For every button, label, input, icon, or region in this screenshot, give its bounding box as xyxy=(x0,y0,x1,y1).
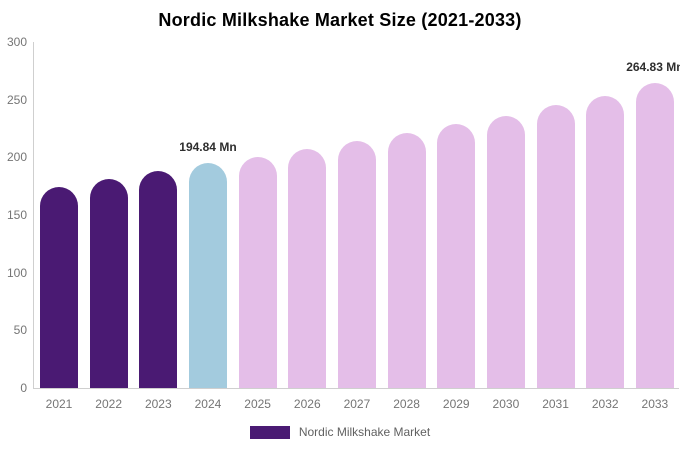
x-tick-label-2033: 2033 xyxy=(641,397,669,411)
bar-column-2022 xyxy=(89,42,128,388)
y-tick-label: 0 xyxy=(20,381,27,395)
bar-column-2026 xyxy=(288,42,327,388)
bar-2025 xyxy=(238,157,277,388)
bar-column-2027 xyxy=(337,42,376,388)
bars-container: 194.84 Mn 264.83 Mn xyxy=(34,42,680,388)
x-tick-label-2023: 2023 xyxy=(144,397,172,411)
x-tick-label-2025: 2025 xyxy=(244,397,271,411)
legend-label: Nordic Milkshake Market xyxy=(298,425,431,439)
y-tick-label: 200 xyxy=(6,150,27,165)
legend: Nordic Milkshake Market xyxy=(0,425,680,439)
chart-title: Nordic Milkshake Market Size (2021-2033) xyxy=(158,10,522,30)
bar-2021 xyxy=(40,187,78,388)
x-tick-label-2032: 2032 xyxy=(591,397,619,411)
bar-2032 xyxy=(586,96,625,388)
x-tick-label-2022: 2022 xyxy=(95,397,122,411)
y-tick-label: 50 xyxy=(13,323,27,338)
bar-2022 xyxy=(89,179,128,388)
bar-column-2024: 194.84 Mn xyxy=(179,42,237,388)
x-tick-label-2027: 2027 xyxy=(343,397,371,411)
y-tick-label: 150 xyxy=(6,208,27,222)
bar-column-2031 xyxy=(536,42,575,388)
plot-area: 194.84 Mn 264.83 Mn xyxy=(33,42,680,389)
x-tick-label-2021: 2021 xyxy=(45,397,73,411)
x-tick-label-2029: 2029 xyxy=(442,397,470,411)
y-tick-label: 250 xyxy=(6,92,27,107)
bar-2029 xyxy=(437,123,476,388)
y-tick-label: 100 xyxy=(6,265,27,280)
bar-2031 xyxy=(536,105,575,388)
bar-2023 xyxy=(139,171,178,388)
bar-2024 xyxy=(188,163,227,388)
x-tick-label-2031: 2031 xyxy=(542,397,569,411)
bar-column-2030 xyxy=(486,42,525,388)
bar-column-2029 xyxy=(437,42,476,388)
bar-2028 xyxy=(387,133,426,388)
bar-column-2033: 264.83 Mn xyxy=(626,42,680,388)
x-axis: 2021 2022 2023 2024 2025 2026 2027 2028 2029 2030… xyxy=(33,397,679,411)
bar-column-2032 xyxy=(586,42,625,388)
y-tick-label: 300 xyxy=(6,35,27,49)
bar-2033 xyxy=(635,82,674,388)
data-label-2024: 194.84 Mn xyxy=(179,140,237,155)
bar-2027 xyxy=(337,141,376,388)
legend-swatch xyxy=(249,425,290,439)
x-tick-label-2030: 2030 xyxy=(492,397,520,411)
x-tick-label-2028: 2028 xyxy=(393,397,420,411)
bar-column-2028 xyxy=(387,42,426,388)
x-tick-label-2026: 2026 xyxy=(293,397,321,411)
bar-column-2021 xyxy=(40,42,78,388)
data-label-2033: 264.83 Mn xyxy=(626,59,680,74)
bar-2026 xyxy=(288,149,327,388)
bar-2030 xyxy=(486,115,525,388)
x-tick-label-2024: 2024 xyxy=(194,397,222,411)
bar-column-2023 xyxy=(139,42,178,388)
bar-column-2025 xyxy=(238,42,277,388)
